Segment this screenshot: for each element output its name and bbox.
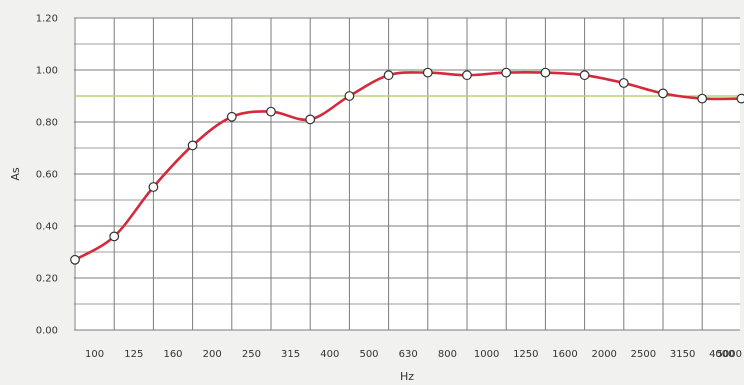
x-axis-title: Hz xyxy=(400,370,414,383)
x-tick-label: 5000 xyxy=(717,349,742,360)
data-point xyxy=(226,111,237,122)
data-point xyxy=(618,78,629,88)
data-point xyxy=(187,140,198,151)
x-tick-label: 100 xyxy=(85,349,104,360)
data-point xyxy=(540,67,551,78)
data-point xyxy=(109,231,120,242)
x-tick-label: 200 xyxy=(203,349,222,360)
x-tick-label: 315 xyxy=(281,349,300,360)
data-point xyxy=(501,67,512,78)
data-point xyxy=(422,67,433,78)
x-tick-label: 630 xyxy=(399,349,418,360)
x-tick-label: 3150 xyxy=(670,349,695,360)
data-point xyxy=(462,70,472,81)
y-tick-label: 0.80 xyxy=(36,118,58,129)
y-tick-label: 1.20 xyxy=(36,14,58,25)
y-tick-labels: 0.00 0.20 0.40 0.60 0.80 1.00 1.20 xyxy=(36,14,58,337)
data-points xyxy=(70,67,744,265)
y-tick-label: 0.20 xyxy=(36,274,58,285)
data-point xyxy=(697,93,708,104)
x-tick-label: 500 xyxy=(359,349,378,360)
x-tick-label: 250 xyxy=(242,349,261,360)
x-tick-label: 400 xyxy=(320,349,339,360)
data-point xyxy=(70,254,80,265)
x-tick-label: 1250 xyxy=(513,349,538,360)
x-tick-label: 4000 xyxy=(709,349,734,360)
data-point xyxy=(658,88,668,99)
x-tick-label: 2500 xyxy=(631,349,656,360)
y-tick-label: 1.00 xyxy=(36,66,58,77)
x-tick-label: 1600 xyxy=(552,349,577,360)
x-tick-label: 125 xyxy=(124,349,143,360)
y-tick-label: 0.60 xyxy=(36,170,58,181)
grid xyxy=(74,17,740,331)
data-point xyxy=(148,182,159,192)
x-tick-label: 1000 xyxy=(474,349,499,360)
x-tick-label: 2000 xyxy=(591,349,616,360)
x-tick-label: 800 xyxy=(438,349,457,360)
data-point xyxy=(344,91,355,101)
data-point xyxy=(736,93,744,104)
data-point xyxy=(266,106,276,117)
y-tick-label: 0.00 xyxy=(36,326,58,337)
data-point xyxy=(383,70,394,81)
y-axis-title: As xyxy=(9,167,22,181)
x-tick-label: 160 xyxy=(163,349,182,360)
data-point xyxy=(579,70,590,81)
x-tick-labels: 100 125 160 200 250 315 400 500 630 800 1000 1250 16… xyxy=(85,349,742,360)
y-tick-label: 0.40 xyxy=(36,222,58,233)
data-point xyxy=(305,114,316,125)
